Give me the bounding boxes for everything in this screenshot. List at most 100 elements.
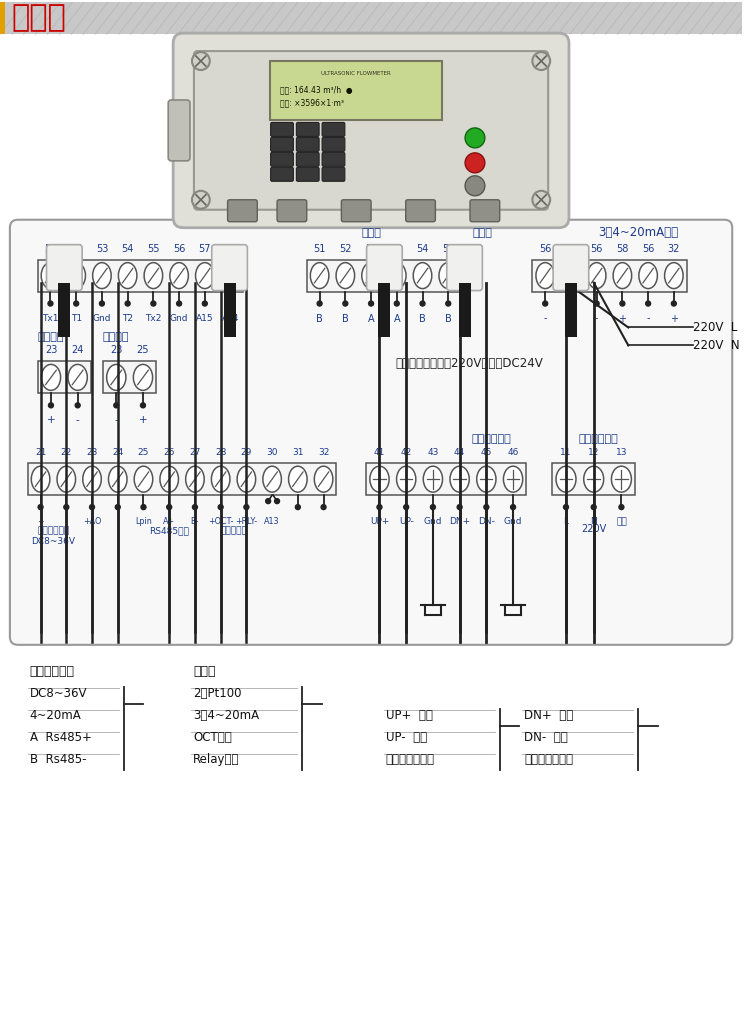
Ellipse shape	[109, 466, 127, 492]
Circle shape	[75, 403, 80, 407]
FancyBboxPatch shape	[58, 282, 70, 337]
Ellipse shape	[289, 466, 307, 492]
Text: +RLY-: +RLY-	[236, 517, 257, 526]
Text: 58: 58	[224, 244, 237, 253]
Text: B: B	[445, 313, 452, 324]
Ellipse shape	[93, 263, 111, 288]
Circle shape	[114, 403, 118, 407]
Text: DN-: DN-	[478, 517, 495, 526]
FancyBboxPatch shape	[224, 282, 236, 337]
FancyBboxPatch shape	[341, 200, 371, 221]
Text: 21: 21	[35, 448, 46, 457]
Text: 2路Pt100: 2路Pt100	[193, 687, 242, 700]
Ellipse shape	[144, 263, 163, 288]
Text: 23: 23	[45, 345, 57, 356]
Text: UP+  红线: UP+ 红线	[386, 708, 433, 722]
Circle shape	[89, 505, 94, 510]
Circle shape	[368, 301, 374, 306]
Ellipse shape	[160, 466, 178, 492]
Ellipse shape	[477, 466, 496, 492]
Ellipse shape	[57, 466, 76, 492]
FancyBboxPatch shape	[10, 219, 732, 645]
Circle shape	[594, 301, 599, 306]
FancyBboxPatch shape	[366, 463, 526, 495]
Ellipse shape	[82, 466, 101, 492]
Text: OCT输出: OCT输出	[193, 731, 232, 743]
Ellipse shape	[639, 263, 658, 288]
Text: 接下游传感器: 接下游传感器	[579, 434, 619, 445]
Text: +OCT-: +OCT-	[208, 517, 233, 526]
Text: -: -	[646, 313, 650, 324]
Text: 57: 57	[565, 244, 578, 253]
Text: -: -	[115, 416, 118, 425]
Text: 32: 32	[668, 244, 680, 253]
Ellipse shape	[106, 364, 126, 391]
Text: -: -	[116, 517, 119, 526]
FancyBboxPatch shape	[173, 33, 569, 227]
Circle shape	[177, 301, 182, 306]
FancyBboxPatch shape	[322, 152, 345, 166]
Circle shape	[100, 301, 104, 306]
Text: 32: 32	[318, 448, 329, 457]
FancyBboxPatch shape	[307, 260, 461, 292]
Text: 24: 24	[112, 448, 124, 457]
Text: B  Rs485-: B Rs485-	[30, 753, 86, 765]
Text: 45: 45	[481, 448, 492, 457]
FancyBboxPatch shape	[277, 200, 307, 221]
Circle shape	[192, 52, 210, 70]
Text: L: L	[563, 517, 568, 526]
FancyBboxPatch shape	[565, 282, 577, 337]
Text: Gnd: Gnd	[424, 517, 442, 526]
Circle shape	[140, 403, 146, 407]
Text: 28: 28	[215, 448, 226, 457]
Circle shape	[430, 505, 436, 510]
Text: -: -	[595, 313, 598, 324]
Circle shape	[484, 505, 489, 510]
Text: RS485输出: RS485输出	[149, 526, 189, 535]
Circle shape	[646, 301, 650, 306]
Text: 直流电源输入: 直流电源输入	[38, 526, 70, 535]
Ellipse shape	[310, 263, 328, 288]
FancyBboxPatch shape	[322, 138, 345, 151]
FancyBboxPatch shape	[227, 200, 257, 221]
FancyBboxPatch shape	[168, 100, 190, 161]
Text: 有源输出: 有源输出	[38, 333, 64, 342]
Text: T1: T1	[70, 313, 82, 323]
Text: Gnd: Gnd	[504, 517, 522, 526]
Text: 53: 53	[364, 244, 377, 253]
Text: 26: 26	[164, 448, 175, 457]
Ellipse shape	[423, 466, 442, 492]
Text: Tx2: Tx2	[146, 313, 161, 323]
Text: 53: 53	[391, 244, 403, 253]
Text: ULTRASONIC FLOWMETER: ULTRASONIC FLOWMETER	[321, 71, 391, 77]
Text: 接上游传感器: 接上游传感器	[472, 434, 512, 445]
Ellipse shape	[450, 466, 470, 492]
FancyBboxPatch shape	[28, 463, 337, 495]
Circle shape	[568, 301, 574, 306]
Ellipse shape	[562, 263, 580, 288]
FancyBboxPatch shape	[271, 168, 293, 181]
Ellipse shape	[556, 466, 576, 492]
Circle shape	[563, 505, 568, 510]
Text: DN-  黑线: DN- 黑线	[524, 731, 568, 743]
Text: 42: 42	[400, 448, 412, 457]
Ellipse shape	[211, 466, 230, 492]
FancyBboxPatch shape	[46, 245, 82, 291]
Text: 23: 23	[86, 448, 98, 457]
Ellipse shape	[134, 466, 153, 492]
FancyBboxPatch shape	[532, 260, 687, 292]
Circle shape	[38, 505, 43, 510]
FancyBboxPatch shape	[554, 245, 589, 291]
Circle shape	[218, 505, 223, 510]
Text: 220V  L: 220V L	[693, 321, 737, 334]
Ellipse shape	[439, 263, 458, 288]
Ellipse shape	[68, 364, 87, 391]
Text: DN+: DN+	[449, 517, 470, 526]
Text: 外层屏蔽网接地: 外层屏蔽网接地	[524, 753, 574, 765]
Circle shape	[377, 505, 382, 510]
Text: 51: 51	[44, 244, 57, 253]
Text: 30: 30	[266, 448, 278, 457]
Text: B-: B-	[190, 517, 199, 526]
Text: 27: 27	[189, 448, 200, 457]
Ellipse shape	[362, 263, 380, 288]
